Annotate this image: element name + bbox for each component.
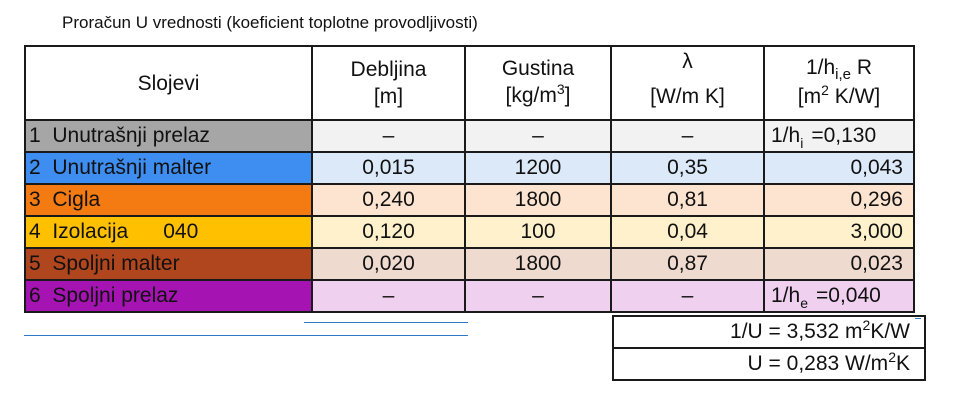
layer-name: 5 Spoljni malter (24, 247, 313, 281)
layer-name: 6 Spoljni prelaz (24, 279, 313, 313)
result-inverse-u: 1/U = 3,532 m2K/W (612, 315, 926, 349)
u-value-table: Slojevi Debljina [m] Gustina [kg/m3] λ [… (24, 45, 915, 313)
density-cell: 1800 (464, 183, 612, 217)
underline-decoration-short (304, 322, 468, 323)
thickness-cell: – (311, 119, 466, 153)
lambda-cell: 0,35 (610, 151, 765, 185)
table-row: 6 Spoljni prelaz – – –1/he =0,040 (24, 279, 915, 313)
resistance-cell: 1/he =0,040 (763, 279, 915, 313)
table-row: 4 Izolacija 040 0,120 100 0,04 3,000 (24, 215, 915, 249)
resistance-cell: 3,000 (763, 215, 915, 249)
lambda-cell: – (610, 279, 765, 313)
header-density: Gustina [kg/m3] (464, 45, 612, 121)
results-table: 1/U = 3,532 m2K/W U = 0,283 W/m2K (612, 315, 926, 381)
resistance-cell: 0,296 (763, 183, 915, 217)
resistance-subscript: e (800, 294, 808, 311)
result-row-inverse-u: 1/U = 3,532 m2K/W (612, 315, 926, 349)
table-row: 5 Spoljni malter 0,020 1800 0,87 0,023 (24, 247, 915, 281)
resistance-cell: 0,043 (763, 151, 915, 185)
thickness-cell: 0,240 (311, 183, 466, 217)
header-lambda: λ [W/m K] (610, 45, 765, 121)
result-row-u: U = 0,283 W/m2K (612, 347, 926, 381)
lambda-cell: 0,04 (610, 215, 765, 249)
density-cell: 1200 (464, 151, 612, 185)
resistance-prefix: 1/h (771, 123, 801, 147)
layer-name: 1 Unutrašnji prelaz (24, 119, 313, 153)
page-title: Proračun U vrednosti (koeficient toplotn… (62, 13, 478, 32)
density-cell: 100 (464, 215, 612, 249)
lambda-cell: 0,87 (610, 247, 765, 281)
resistance-cell: 1/hi =0,130 (763, 119, 915, 153)
resistance-value: =0,130 (811, 123, 877, 147)
resistance-prefix: 1/h (771, 283, 801, 307)
header-layers: Slojevi (24, 45, 313, 121)
underline-decoration (24, 335, 468, 336)
header-resistance: 1/hi,e R [m2 K/W] (763, 45, 915, 121)
resistance-subscript: i (800, 134, 804, 151)
table-row: 1 Unutrašnji prelaz – – –1/hi =0,130 (24, 119, 915, 153)
thickness-cell: 0,020 (311, 247, 466, 281)
resistance-value: =0,040 (816, 283, 881, 307)
density-cell: – (464, 119, 612, 153)
result-u: U = 0,283 W/m2K (612, 347, 926, 381)
layer-name: 4 Izolacija 040 (24, 215, 313, 249)
layer-name: 3 Cigla (24, 183, 313, 217)
table-header-row: Slojevi Debljina [m] Gustina [kg/m3] λ [… (24, 45, 915, 121)
density-cell: – (464, 279, 612, 313)
lambda-cell: – (610, 119, 765, 153)
lambda-cell: 0,81 (610, 183, 765, 217)
layer-name: 2 Unutrašnji malter (24, 151, 313, 185)
table-row: 2 Unutrašnji malter 0,015 1200 0,35 0,043 (24, 151, 915, 185)
resistance-cell: 0,023 (763, 247, 915, 281)
thickness-cell: 0,120 (311, 215, 466, 249)
thickness-cell: – (311, 279, 466, 313)
density-cell: 1800 (464, 247, 612, 281)
header-thickness: Debljina [m] (311, 45, 466, 121)
table-row: 3 Cigla 0,240 1800 0,81 0,296 (24, 183, 915, 217)
thickness-cell: 0,015 (311, 151, 466, 185)
